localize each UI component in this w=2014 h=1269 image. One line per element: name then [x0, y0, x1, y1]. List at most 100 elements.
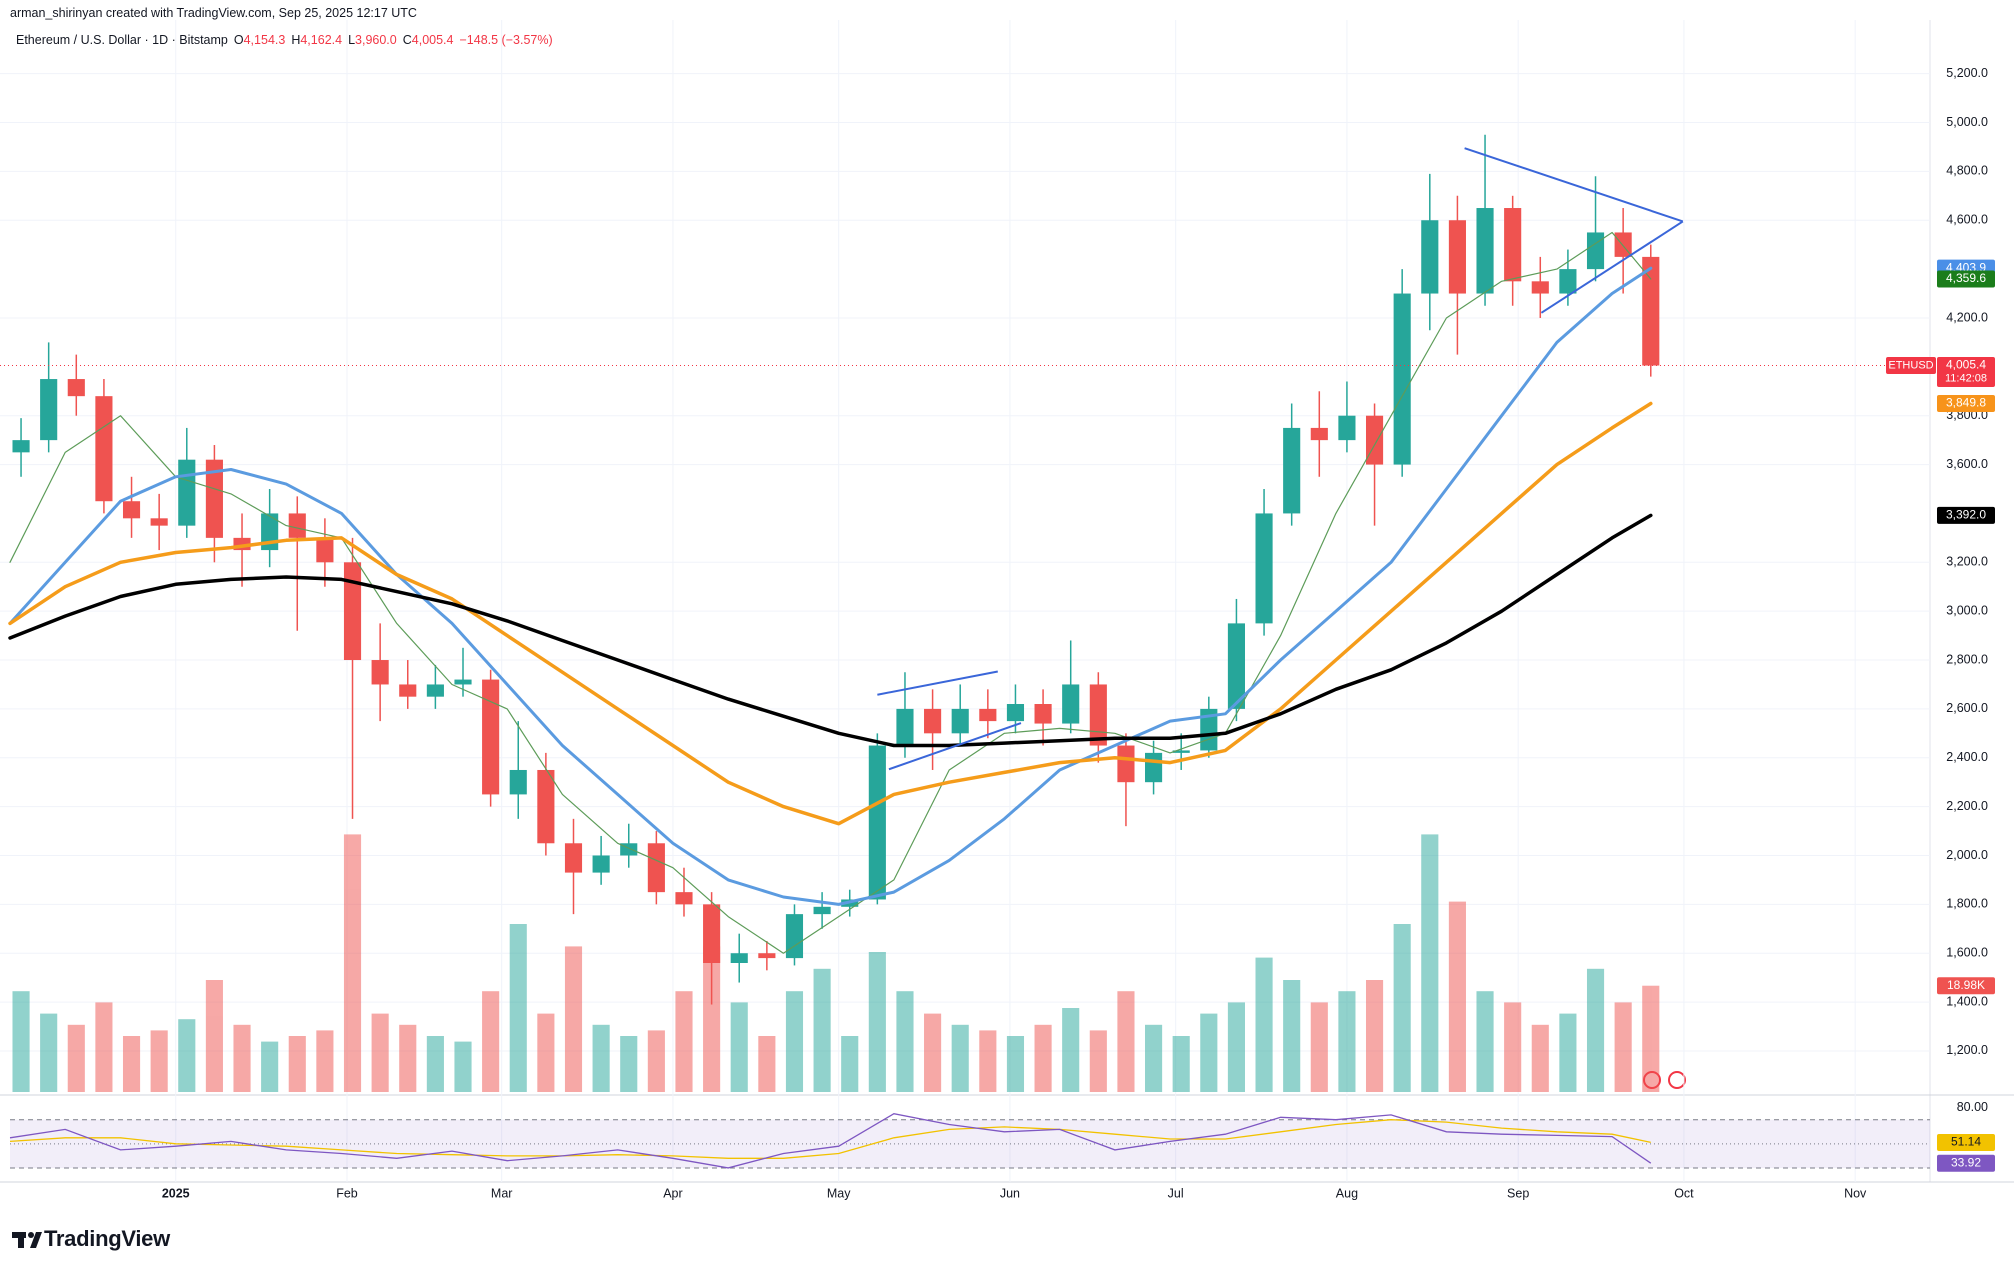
volume-bar [67, 1024, 85, 1092]
candle-body [951, 708, 969, 734]
volume-bar [288, 1036, 306, 1092]
volume-bar [12, 991, 30, 1092]
candle-body [896, 708, 914, 746]
volume-bar [1089, 1030, 1107, 1092]
volume-bar [178, 1019, 196, 1092]
volume-bar [150, 1030, 168, 1092]
candle-body [1089, 684, 1107, 746]
candle-body [1200, 708, 1218, 751]
volume-tag-label: 18.98K [1947, 978, 1985, 992]
candle-body [537, 769, 555, 844]
candle-body [1531, 281, 1549, 294]
price-tag [1937, 506, 1995, 524]
y-tick-label: 4,800.0 [1946, 164, 1988, 178]
candle-body [979, 708, 997, 722]
ohlc-item: O4,154.3 [234, 33, 285, 47]
candle-body [1255, 513, 1273, 624]
volume-bar [1504, 1002, 1522, 1092]
x-tick-label: 2025 [162, 1186, 190, 1200]
volume-bar [343, 834, 362, 1092]
trend-line [877, 670, 998, 696]
candle-body [813, 906, 831, 915]
y-tick-label: 2,600.0 [1946, 701, 1988, 715]
ohlc-key: H [291, 33, 301, 47]
ohlc-value: 3,960.0 [355, 33, 397, 47]
x-tick-label: Feb [336, 1186, 358, 1200]
volume-tag [1937, 977, 1995, 995]
candle-body [1504, 208, 1522, 282]
candle-body [1642, 256, 1660, 366]
volume-bar [1586, 968, 1605, 1092]
candle-body [288, 513, 306, 538]
y-tick-label: 4,200.0 [1946, 310, 1988, 324]
y-tick-label: 1,600.0 [1946, 946, 1988, 960]
rsi-tag-label: 51.14 [1951, 1135, 1981, 1149]
y-tick-label: 1,800.0 [1946, 897, 1988, 911]
candle-body [205, 459, 223, 538]
volume-bar [730, 1002, 748, 1092]
rsi-ma-line [9, 1119, 1651, 1159]
change: −148.5 (−3.57%) [459, 33, 553, 47]
price-tag [1937, 270, 1995, 288]
volume-bar [758, 1036, 776, 1092]
credit: arman_shirinyan created with TradingView… [10, 6, 417, 20]
moving-average [9, 231, 1652, 954]
price-tag-countdown: 11:42:08 [1945, 372, 1987, 384]
price-tag-label: 4,359.6 [1946, 271, 1986, 285]
candle-body [1145, 752, 1163, 783]
candle-body [371, 660, 389, 685]
ohlc-key: O [233, 33, 244, 47]
candle-body [675, 892, 693, 905]
y-tick-label: 2,400.0 [1946, 750, 1988, 764]
candle-body [122, 501, 141, 519]
volume-bar [1062, 1008, 1080, 1092]
candle-body [1117, 745, 1135, 783]
x-tick-label: Jun [1000, 1186, 1020, 1200]
moving-average [8, 401, 1653, 826]
volume-bar [122, 1036, 141, 1092]
rsi-line [9, 1113, 1652, 1169]
price-tag [1937, 395, 1995, 413]
ohlc-value: 4,162.4 [300, 33, 343, 47]
moving-average [8, 513, 1653, 748]
candle-body [1448, 220, 1466, 294]
volume-bar [813, 968, 831, 1092]
candle-body [592, 855, 610, 873]
candle-body [730, 953, 748, 963]
candle-body [1172, 750, 1190, 753]
x-tick-label: Jul [1168, 1186, 1184, 1200]
ohlc-item: H4,162.4 [291, 33, 342, 47]
volume-bar [261, 1041, 279, 1092]
candle-body [564, 843, 583, 873]
ohlc-key: L [348, 33, 356, 47]
candle-body [1476, 208, 1494, 294]
rsi-tag [1937, 1154, 1995, 1172]
volume-bar [1172, 1036, 1190, 1092]
candle-body [454, 679, 472, 685]
price-tag-label: 4,005.4 [1946, 358, 1986, 372]
x-tick-label: Nov [1844, 1186, 1867, 1200]
volume-bar [454, 1041, 472, 1092]
candle-body [426, 684, 444, 697]
trend-line [1540, 220, 1684, 314]
y-tick-label: 2,200.0 [1946, 799, 1988, 813]
ohlc-item: L3,960.0 [348, 33, 397, 47]
y-tick-label: 1,200.0 [1946, 1043, 1988, 1057]
candle-body [647, 843, 665, 893]
volume-bar [1531, 1024, 1549, 1092]
candle-body [1586, 232, 1605, 270]
legend: Ethereum / U.S. Dollar · 1D · Bitstamp O… [16, 33, 553, 47]
event-icon [1668, 1071, 1686, 1089]
volume-bar [1227, 1002, 1246, 1092]
symbol-tag-label: ETHUSD [1888, 359, 1933, 371]
candle-body [40, 379, 58, 441]
volume-bar [1476, 991, 1494, 1092]
ohlc: O4,154.3 H4,162.4 L3,960.0 C4,005.4 [234, 33, 454, 47]
rsi-tag [1937, 1133, 1995, 1151]
candle-body [1421, 220, 1439, 294]
volume-bar [1448, 901, 1466, 1092]
logo-part [28, 1232, 34, 1238]
volume-bar [785, 991, 804, 1092]
candle-body [703, 904, 721, 963]
candle-body [758, 953, 776, 959]
